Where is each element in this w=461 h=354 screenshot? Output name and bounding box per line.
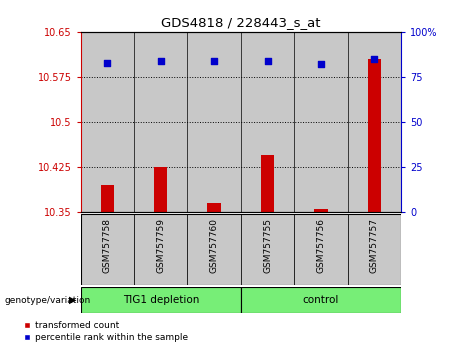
Text: GSM757757: GSM757757	[370, 218, 379, 273]
Point	[211, 58, 218, 64]
Bar	[261, 155, 274, 212]
Point	[264, 58, 271, 64]
Text: GSM757760: GSM757760	[210, 218, 219, 273]
Text: GSM757755: GSM757755	[263, 218, 272, 273]
Bar	[81, 214, 134, 285]
Bar	[241, 214, 294, 285]
Text: GSM757758: GSM757758	[103, 218, 112, 273]
Text: GSM757759: GSM757759	[156, 218, 165, 273]
Bar	[294, 32, 348, 212]
Text: ▶: ▶	[69, 295, 76, 305]
Text: control: control	[303, 295, 339, 305]
Bar	[314, 209, 328, 212]
Point	[104, 60, 111, 65]
Bar	[81, 287, 241, 313]
Bar	[134, 32, 188, 212]
Bar	[348, 32, 401, 212]
Bar	[368, 59, 381, 212]
Bar	[154, 167, 167, 212]
Bar	[294, 32, 348, 212]
Text: genotype/variation: genotype/variation	[5, 296, 91, 304]
Bar	[81, 32, 134, 212]
Bar	[207, 203, 221, 212]
Title: GDS4818 / 228443_s_at: GDS4818 / 228443_s_at	[161, 16, 320, 29]
Text: TIG1 depletion: TIG1 depletion	[123, 295, 199, 305]
Bar	[134, 32, 188, 212]
Point	[157, 58, 165, 64]
Legend: transformed count, percentile rank within the sample: transformed count, percentile rank withi…	[23, 321, 188, 342]
Bar	[100, 185, 114, 212]
Point	[371, 56, 378, 62]
Text: GSM757756: GSM757756	[316, 218, 325, 273]
Bar	[188, 32, 241, 212]
Bar	[188, 32, 241, 212]
Bar	[241, 32, 294, 212]
Bar	[348, 32, 401, 212]
Bar	[188, 214, 241, 285]
Bar	[294, 214, 348, 285]
Bar	[81, 32, 134, 212]
Bar	[134, 214, 188, 285]
Point	[317, 62, 325, 67]
Bar	[348, 214, 401, 285]
Bar	[241, 287, 401, 313]
Bar	[241, 32, 294, 212]
